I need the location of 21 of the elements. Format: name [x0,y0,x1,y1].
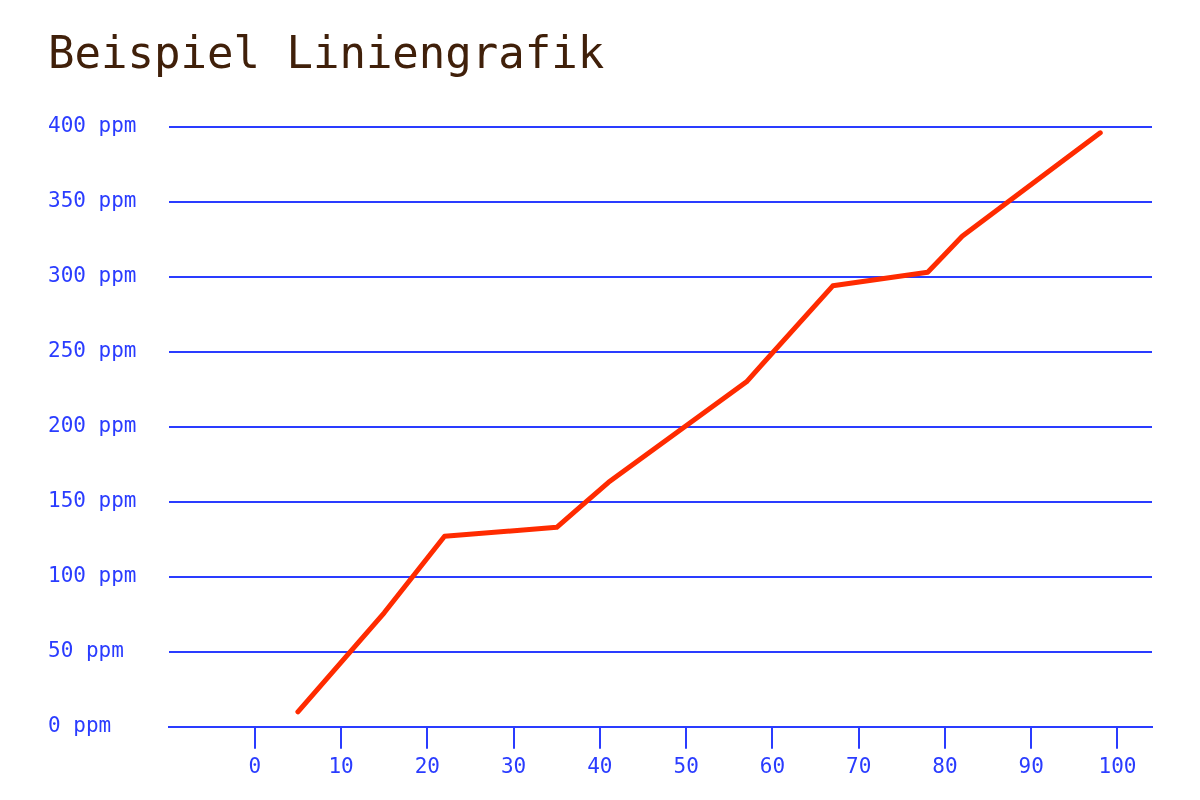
x-tick-label: 90 [1018,753,1044,778]
x-tick-label: 30 [500,753,527,778]
y-tick-label: 250 ppm [48,338,137,363]
y-tick-label: 0 ppm [48,713,112,738]
x-tick-label: 20 [414,753,440,778]
y-tick-label: 200 ppm [48,413,137,438]
chart-title: Beispiel Liniengrafik [48,26,605,78]
y-tick-label: 50 ppm [48,638,124,663]
y-tick-label: 300 ppm [48,263,137,288]
x-tick-label: 40 [587,753,613,778]
x-tick-label: 0 [248,753,262,778]
x-tick-label: 50 [673,753,699,778]
x-tick-label: 70 [846,753,872,778]
x-tick-label: 80 [932,753,958,778]
y-tick-label: 100 ppm [48,563,137,588]
x-tick-label: 10 [328,753,354,778]
y-tick-label: 400 ppm [48,113,137,138]
y-tick-label: 150 ppm [48,488,137,513]
y-tick-label: 350 ppm [48,188,137,213]
x-tick-label: 60 [759,753,786,778]
x-tick-label: 100 [1098,753,1137,778]
